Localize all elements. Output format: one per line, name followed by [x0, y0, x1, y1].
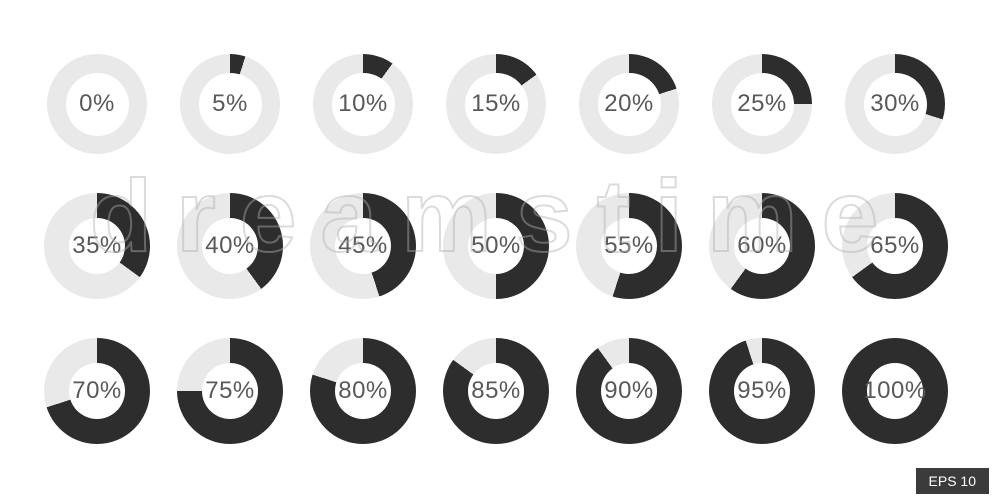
donut-percent-label: 10%	[338, 90, 388, 117]
donut-chart-5: 5%	[180, 54, 280, 154]
donut-percent-label: 20%	[604, 90, 654, 117]
donut-chart-80: 80%	[310, 338, 416, 444]
donut-percent-label: 75%	[205, 377, 255, 404]
donut-chart-0: 0%	[47, 54, 147, 154]
donut-chart-15: 15%	[446, 54, 546, 154]
donut-hole: 15%	[464, 72, 528, 136]
donut-hole: 65%	[867, 218, 923, 274]
donut-chart-70: 70%	[44, 338, 150, 444]
donut-percent-label: 15%	[471, 90, 521, 117]
donut-percent-label: 60%	[737, 232, 787, 259]
donut-hole: 50%	[468, 218, 524, 274]
donut-hole: 30%	[863, 72, 927, 136]
donut-percent-label: 0%	[79, 90, 115, 117]
donut-hole: 95%	[734, 363, 790, 419]
donut-percent-label: 45%	[338, 232, 388, 259]
donut-percent-label: 25%	[737, 90, 787, 117]
donut-percent-label: 90%	[604, 377, 654, 404]
donut-chart-85: 85%	[443, 338, 549, 444]
donut-chart-100: 100%	[842, 338, 948, 444]
donut-hole: 35%	[69, 218, 125, 274]
donut-percent-label: 65%	[870, 232, 920, 259]
donut-hole: 45%	[335, 218, 391, 274]
eps-badge: EPS 10	[915, 468, 989, 494]
donut-chart-50: 50%	[443, 193, 549, 299]
donut-chart-25: 25%	[712, 54, 812, 154]
donut-hole: 20%	[597, 72, 661, 136]
donut-hole: 0%	[65, 72, 129, 136]
donut-hole: 55%	[601, 218, 657, 274]
donut-chart-45: 45%	[310, 193, 416, 299]
donut-chart-20: 20%	[579, 54, 679, 154]
donut-percent-label: 55%	[604, 232, 654, 259]
donut-percent-label: 100%	[863, 377, 927, 404]
donut-percent-label: 40%	[205, 232, 255, 259]
donut-hole: 80%	[335, 363, 391, 419]
donut-chart-65: 65%	[842, 193, 948, 299]
donut-hole: 40%	[202, 218, 258, 274]
donut-hole: 75%	[202, 363, 258, 419]
donut-hole: 90%	[601, 363, 657, 419]
donut-percent-label: 85%	[471, 377, 521, 404]
donut-percent-label: 30%	[870, 90, 920, 117]
donut-chart-60: 60%	[709, 193, 815, 299]
donut-hole: 85%	[468, 363, 524, 419]
donut-hole: 70%	[69, 363, 125, 419]
donut-hole: 25%	[730, 72, 794, 136]
donut-hole: 5%	[198, 72, 262, 136]
donut-hole: 100%	[863, 363, 926, 419]
donut-chart-90: 90%	[576, 338, 682, 444]
donut-percent-label: 50%	[471, 232, 521, 259]
donut-percent-label: 95%	[737, 377, 787, 404]
donut-percent-label: 70%	[72, 377, 122, 404]
donut-hole: 10%	[331, 72, 395, 136]
donut-chart-95: 95%	[709, 338, 815, 444]
donut-percent-label: 80%	[338, 377, 388, 404]
donut-chart-40: 40%	[177, 193, 283, 299]
donut-chart-75: 75%	[177, 338, 283, 444]
donut-chart-35: 35%	[44, 193, 150, 299]
donut-percent-label: 5%	[212, 90, 248, 117]
donut-chart-30: 30%	[845, 54, 945, 154]
donut-percent-label: 35%	[72, 232, 122, 259]
donut-chart-10: 10%	[313, 54, 413, 154]
donut-chart-55: 55%	[576, 193, 682, 299]
donut-hole: 60%	[734, 218, 790, 274]
